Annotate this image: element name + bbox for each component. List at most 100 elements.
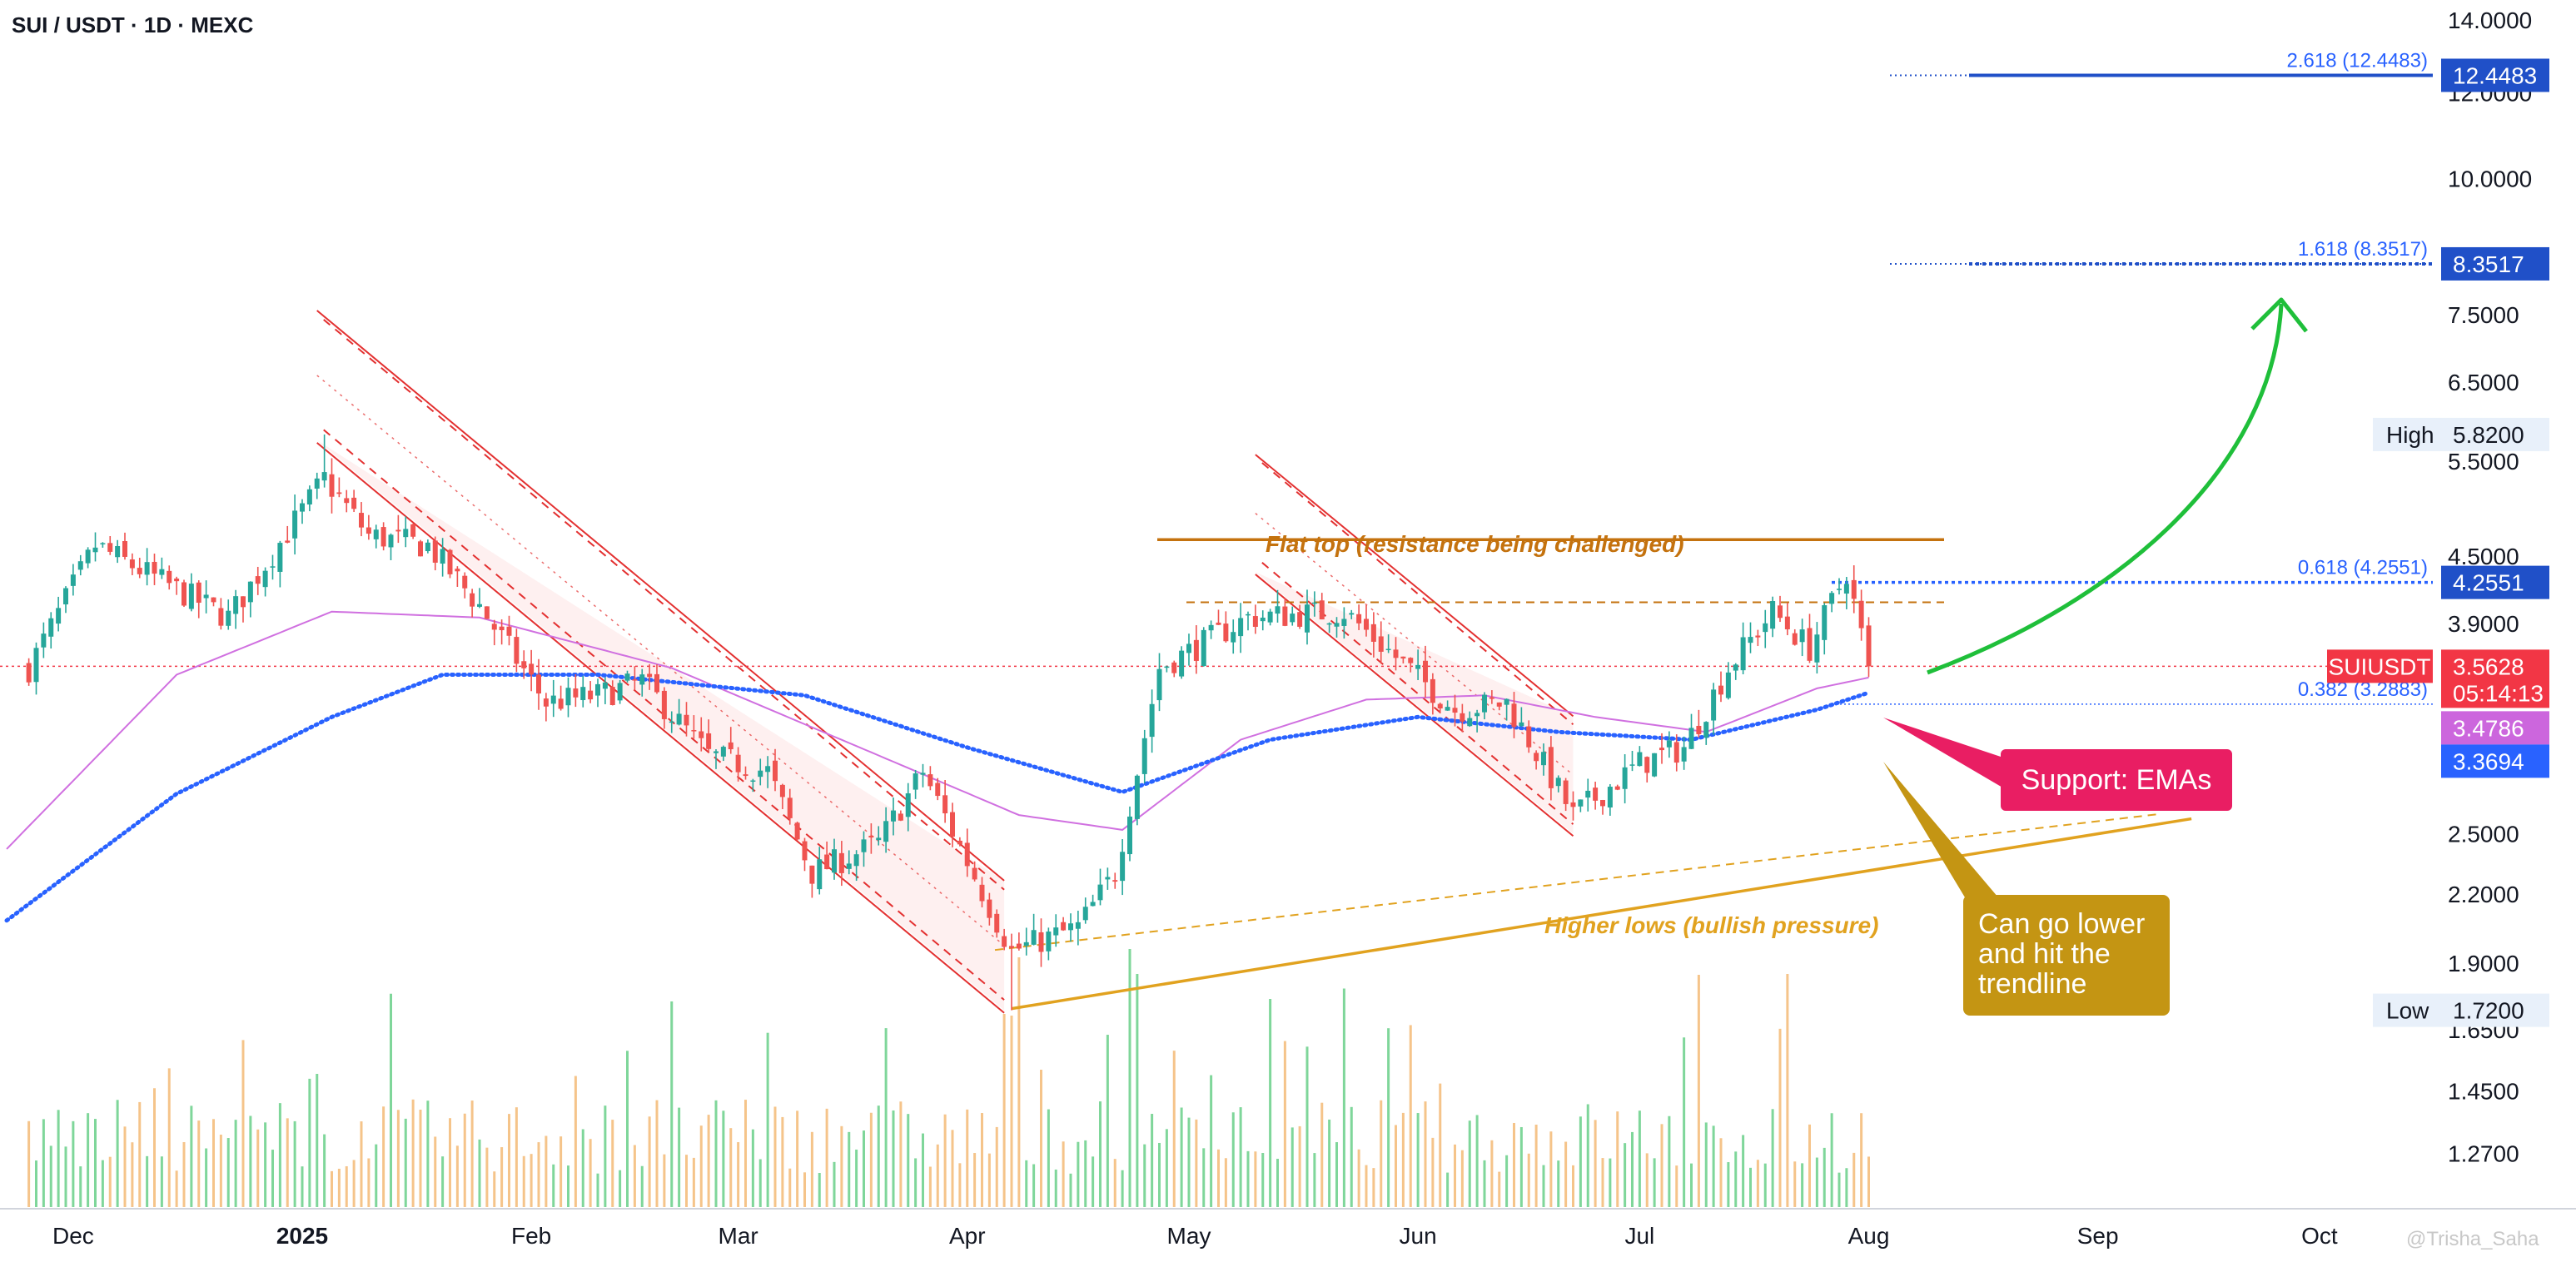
- candle-body: [1519, 722, 1524, 727]
- candle: [514, 629, 520, 673]
- candle-body: [728, 742, 734, 750]
- volume-bar: [1202, 1148, 1206, 1207]
- volume-bar: [1727, 1162, 1730, 1207]
- candle-body: [765, 766, 771, 773]
- candle: [1837, 578, 1842, 595]
- volume-bar: [1276, 1159, 1279, 1207]
- candle-body: [609, 687, 615, 705]
- price-axis: 14.000012.000010.00007.50006.50005.50004…: [2327, 0, 2576, 1209]
- volume-bar: [1032, 1164, 1036, 1207]
- volume-bar: [470, 1101, 474, 1207]
- volume-bar: [1305, 1046, 1309, 1207]
- candle: [654, 664, 659, 694]
- candle-body: [403, 529, 409, 538]
- volume-bar: [892, 1110, 895, 1207]
- candle: [838, 841, 844, 887]
- channel-inner-upper-1: [1261, 462, 1574, 726]
- volume-bar: [1158, 1142, 1161, 1207]
- candle-body: [913, 773, 918, 790]
- candle-body: [1112, 880, 1118, 882]
- volume-bar: [1778, 1028, 1782, 1207]
- candle-body: [1489, 697, 1494, 699]
- candle: [1430, 673, 1435, 715]
- candle: [1311, 591, 1317, 617]
- volume-bar: [973, 1153, 977, 1207]
- candle: [1807, 614, 1813, 663]
- candle: [255, 566, 261, 595]
- candle-body: [558, 698, 564, 709]
- candle-body: [565, 688, 571, 706]
- candle: [1297, 604, 1303, 629]
- candle-body: [987, 899, 992, 918]
- candle: [1866, 617, 1872, 678]
- candle-body: [595, 683, 600, 696]
- volume-bar: [1586, 1104, 1589, 1207]
- volume-bar: [640, 1165, 644, 1207]
- volume-bar: [589, 1139, 592, 1207]
- candle: [447, 549, 453, 579]
- price-tick-label: 2.5000: [2448, 821, 2519, 847]
- candle: [632, 666, 638, 690]
- candle: [1696, 709, 1702, 738]
- candle: [1496, 702, 1502, 711]
- volume-bar: [493, 1171, 496, 1207]
- candle: [1740, 622, 1746, 675]
- candle-body: [1349, 613, 1355, 615]
- candle-body: [1814, 634, 1820, 663]
- volume-bar: [552, 1164, 555, 1207]
- volume-bar: [818, 1173, 821, 1207]
- price-tick-label: 7.5000: [2448, 302, 2519, 328]
- candle: [1156, 653, 1162, 712]
- candle-body: [1637, 752, 1643, 767]
- candle-body: [1807, 628, 1813, 661]
- candle: [1519, 707, 1524, 728]
- candle-body: [359, 513, 364, 528]
- candle-body: [691, 730, 697, 732]
- candle: [809, 865, 815, 898]
- candle: [262, 567, 268, 597]
- volume-bar: [611, 1120, 614, 1207]
- candle: [292, 494, 298, 555]
- candle-body: [632, 679, 638, 681]
- volume-bar: [1320, 1102, 1324, 1207]
- bullish-projection-arrow: [1927, 303, 2284, 675]
- candle: [174, 576, 180, 595]
- volume-bar: [360, 1121, 363, 1207]
- candle-body: [1164, 666, 1170, 668]
- price-tag-ema_fast: 3.4786: [2441, 711, 2549, 745]
- candle-body: [1593, 788, 1599, 801]
- candle-body: [188, 584, 194, 609]
- volume-bar: [1195, 1119, 1198, 1207]
- candle: [1467, 711, 1473, 728]
- volume-bar: [426, 1101, 430, 1207]
- volume-bar: [751, 1129, 754, 1207]
- candle-body: [624, 673, 630, 681]
- candle: [41, 622, 47, 658]
- volume-bar: [619, 1170, 622, 1207]
- candle-body: [1526, 726, 1532, 748]
- volume-bar: [1719, 1138, 1723, 1207]
- candle: [277, 540, 283, 588]
- candle: [1141, 729, 1147, 783]
- candle: [891, 797, 896, 836]
- candle: [927, 766, 933, 791]
- candle: [1548, 736, 1554, 801]
- candle-body: [1267, 611, 1273, 623]
- candle-body: [380, 527, 386, 547]
- candle: [1644, 756, 1650, 783]
- volume-bar: [596, 1173, 599, 1207]
- candle-body: [529, 663, 535, 675]
- candle: [1364, 604, 1369, 637]
- extreme-tag-bg: [2373, 993, 2549, 1027]
- support-callout-text: Support: EMAs: [2022, 764, 2212, 796]
- volume-bar: [987, 1153, 991, 1207]
- candle-body: [499, 626, 505, 631]
- candle: [1378, 621, 1384, 664]
- volume-bar: [604, 1105, 607, 1207]
- candle-body: [1090, 902, 1096, 907]
- volume-bar: [678, 1107, 681, 1207]
- candle-body: [1548, 747, 1554, 788]
- time-tick-label: Feb: [511, 1223, 551, 1249]
- candle: [344, 489, 350, 513]
